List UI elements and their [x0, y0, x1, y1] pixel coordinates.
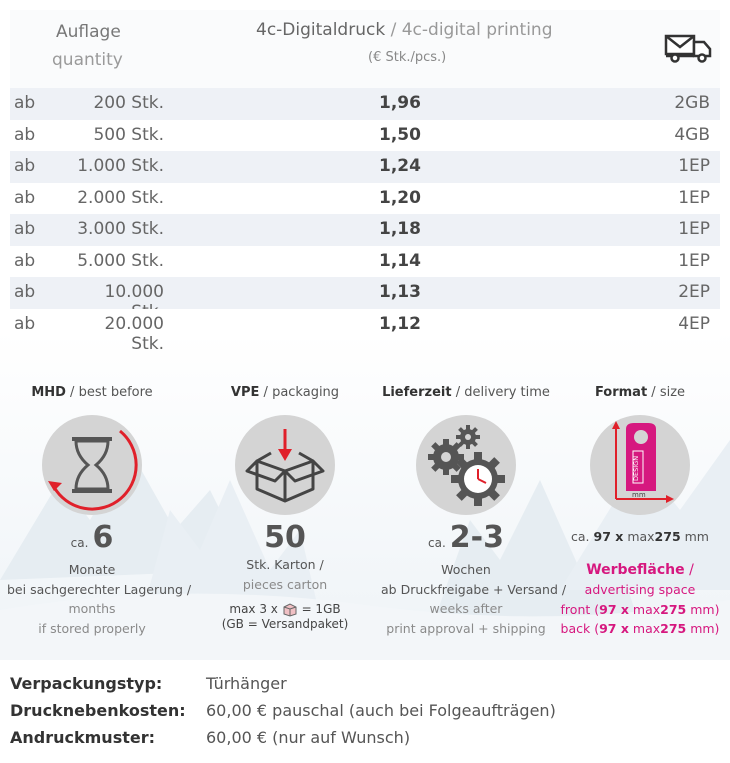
advertising-space-title: Werbefläche /	[586, 561, 694, 578]
door-hanger-design-label: DESIGN	[632, 456, 640, 481]
advertising-back: back (97 x max275 mm)	[560, 621, 720, 636]
format-size: ca. 97 x max275 mm	[571, 529, 709, 544]
delivery-time-note-de: ab Druckfreigabe + Versand /	[381, 581, 567, 597]
info-best-before: MHD / best before ca. 6 Monate bei sachge…	[7, 385, 192, 638]
open-box-icon	[235, 415, 335, 515]
best-before-unit: Monate	[68, 562, 116, 577]
header-print-method: 4c-Digitaldruck / 4c-digital printing	[256, 20, 553, 40]
small-box-icon	[283, 602, 297, 617]
table-row: ab 500 Stk. 1,50 4GB	[10, 119, 720, 151]
price-table: Auflage quantity 4c-Digitaldruck / 4c-di…	[10, 10, 720, 354]
delivery-time-note-en: print approval + shipping	[386, 620, 546, 636]
product-details: Verpackungstyp: Türhänger Drucknebenkoste…	[10, 672, 720, 753]
packaging-unit-en: pieces carton	[242, 576, 328, 592]
header-quantity-en: quantity	[52, 50, 123, 70]
detail-row-proof-sample: Andruckmuster: 60,00 € (nur auf Wunsch)	[10, 728, 411, 747]
header-price-unit: (€ Stk./pcs.)	[368, 50, 447, 65]
truck-mail-icon	[664, 34, 712, 63]
door-hanger-icon: DESIGN mm	[590, 415, 690, 515]
delivery-time-value: ca. 2-3	[428, 520, 504, 555]
table-row: ab 1.000 Stk. 1,24 1EP	[10, 151, 720, 183]
table-row: ab 2.000 Stk. 1,20 1EP	[10, 182, 720, 214]
best-before-note-en: if stored properly	[38, 620, 146, 636]
advertising-space-en: advertising space	[584, 582, 696, 597]
detail-row-packaging-type: Verpackungstyp: Türhänger	[10, 674, 287, 693]
delivery-time-unit-en: weeks after	[429, 601, 503, 616]
packaging-title: VPE / packaging	[230, 385, 340, 400]
table-row: ab 20.000 Stk. 1,12 4EP	[10, 308, 720, 354]
table-row: ab 3.000 Stk. 1,18 1EP	[10, 214, 720, 246]
table-row: ab 5.000 Stk. 1,14 1EP	[10, 245, 720, 277]
packaging-formula: max 3 x = 1GB	[229, 602, 341, 617]
best-before-value: ca. 6	[70, 520, 114, 555]
best-before-note-de: bei sachgerechter Lagerung /	[7, 581, 192, 597]
packaging-value: 50	[264, 520, 306, 555]
detail-row-extra-costs: Drucknebenkosten: 60,00 € pauschal (auch …	[10, 701, 556, 720]
door-hanger-mm-label: mm	[632, 491, 646, 499]
delivery-time-title: Lieferzeit / delivery time	[382, 385, 550, 400]
packaging-unit-de: Stk. Karton /	[246, 557, 324, 572]
info-delivery-time: Lieferzeit / delivery time	[381, 385, 567, 638]
format-title: Format / size	[594, 385, 686, 400]
gears-clock-icon	[416, 415, 516, 515]
delivery-time-unit: Wochen	[441, 562, 491, 577]
packaging-formula-note: (GB = Versandpaket)	[221, 616, 349, 631]
best-before-title: MHD / best before	[31, 385, 153, 400]
advertising-front: front (97 x max275 mm)	[560, 601, 720, 617]
header-quantity-de: Auflage	[56, 22, 121, 42]
info-packaging: VPE / packaging 50 Stk. Karton / pieces …	[200, 385, 370, 631]
table-body: ab 200 Stk. 1,96 2GB ab 500 Stk. 1,50 4GB ab 1.…	[10, 88, 720, 354]
hourglass-icon	[42, 415, 142, 515]
best-before-unit-en: months	[68, 601, 116, 616]
info-format: Format / size DESIGN mm ca. 97 x max275 …	[555, 385, 725, 639]
table-header: Auflage quantity 4c-Digitaldruck / 4c-di…	[10, 10, 720, 88]
table-row: ab 200 Stk. 1,96 2GB	[10, 88, 720, 120]
